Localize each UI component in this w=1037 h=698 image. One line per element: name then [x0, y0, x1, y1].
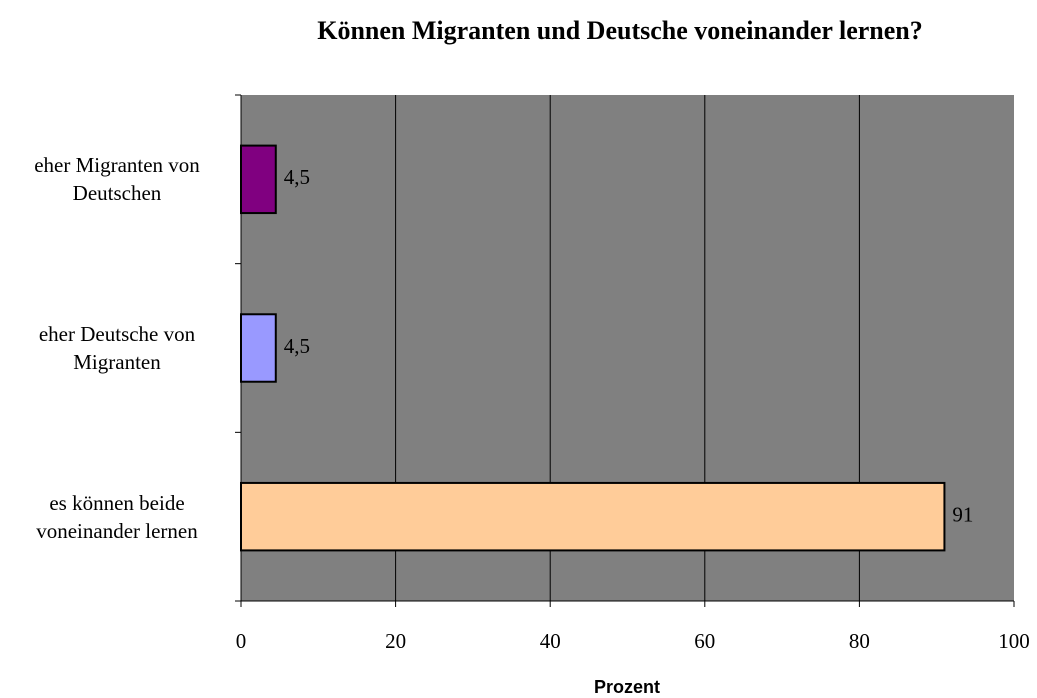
x-tick-label: 60	[694, 629, 715, 653]
x-tick-label: 80	[849, 629, 870, 653]
x-tick-label: 40	[540, 629, 561, 653]
y-tick-label: eher Migranten von Deutschen	[34, 153, 200, 206]
data-label: 4,5	[284, 334, 310, 358]
chart-title: Können Migranten und Deutsche voneinande…	[317, 16, 923, 45]
bar	[240, 481, 946, 552]
x-tick-label: 100	[998, 629, 1030, 653]
bar	[240, 144, 277, 215]
x-tick-label: 20	[385, 629, 406, 653]
y-tick-label: eher Deutsche von Migranten	[38, 322, 196, 374]
x-tick-label: 0	[236, 629, 247, 653]
data-label: 4,5	[284, 165, 310, 189]
x-axis-title: Prozent	[594, 677, 660, 697]
bar	[240, 313, 277, 383]
data-label: 91	[952, 502, 973, 526]
y-tick-label: es können beide voneinander lernen	[36, 490, 198, 543]
